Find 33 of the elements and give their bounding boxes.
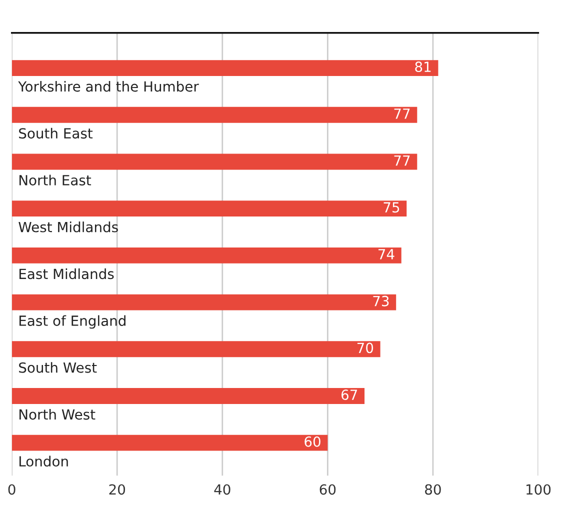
bar: [12, 106, 418, 123]
data-label: 81: [415, 62, 431, 72]
bar: [12, 200, 407, 217]
bar: [12, 247, 402, 264]
data-label: 67: [341, 390, 358, 400]
y-tick-label: West Midlands: [18, 222, 118, 232]
y-tick-label: South East: [19, 128, 93, 139]
x-tick-label: 60: [320, 484, 336, 495]
data-label: 77: [394, 155, 410, 166]
bar: [12, 341, 380, 358]
y-tick-label: South West: [19, 362, 97, 373]
bar: [12, 388, 365, 404]
bar: [12, 294, 396, 310]
bar: [12, 154, 418, 170]
bar: [12, 434, 328, 451]
x-tick-label: 20: [109, 484, 126, 495]
x-tick-label: 100: [526, 484, 551, 495]
y-tick-label: North East: [20, 174, 92, 186]
data-label: 70: [357, 342, 374, 354]
y-tick-label: East Midlands: [20, 268, 114, 280]
y-tick-label: North West: [20, 408, 96, 420]
data-label: 77: [394, 108, 410, 119]
data-label: 75: [384, 202, 400, 213]
x-tick-label: 40: [214, 484, 230, 495]
data-label: 74: [378, 249, 394, 260]
x-tick-label: 80: [425, 484, 441, 495]
data-label: 60: [304, 436, 320, 447]
data-label: 73: [373, 296, 389, 306]
bar: [12, 60, 438, 76]
y-tick-label: Yorkshire and the Humber: [18, 80, 199, 92]
x-tick-label: 0: [8, 484, 16, 495]
y-tick-label: East of England: [20, 315, 126, 329]
y-tick-label: London: [20, 456, 68, 467]
